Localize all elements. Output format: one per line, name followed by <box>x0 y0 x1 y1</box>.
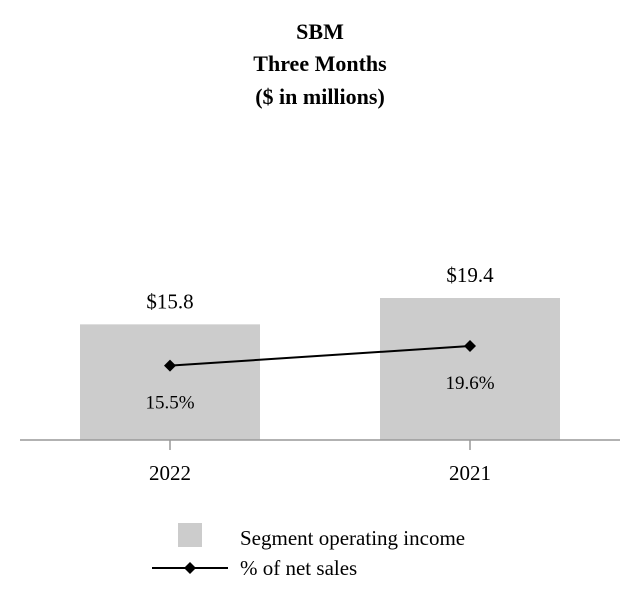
labels-layer: $15.8 2022 $19.4 2021 15.5% 19.6% <box>145 263 494 485</box>
x-tick-label-2022: 2022 <box>149 461 191 485</box>
bar-value-label-2022: $15.8 <box>146 289 193 313</box>
x-tick-label-2021: 2021 <box>449 461 491 485</box>
legend: Segment operating income % of net sales <box>152 523 465 580</box>
chart-title-line-3: ($ in millions) <box>255 84 385 109</box>
bar-2022 <box>80 324 260 440</box>
pct-label-2021: 19.6% <box>445 373 494 394</box>
bar-2021 <box>380 298 560 440</box>
ticks-layer <box>169 440 471 450</box>
legend-bar-swatch <box>178 523 202 547</box>
chart-title-line-2: Three Months <box>253 51 387 76</box>
legend-line-marker <box>184 562 196 574</box>
pct-marker-2022 <box>164 359 176 372</box>
pct-line <box>169 345 471 367</box>
bars-layer <box>80 298 560 440</box>
line-layer <box>164 340 476 372</box>
bar-value-label-2021: $19.4 <box>446 263 494 287</box>
chart-title-line-1: SBM <box>296 19 344 44</box>
pct-marker-2021 <box>464 340 476 352</box>
legend-bar-label: Segment operating income <box>240 526 465 550</box>
legend-line-label: % of net sales <box>240 556 357 580</box>
pct-label-2022: 15.5% <box>145 393 194 414</box>
